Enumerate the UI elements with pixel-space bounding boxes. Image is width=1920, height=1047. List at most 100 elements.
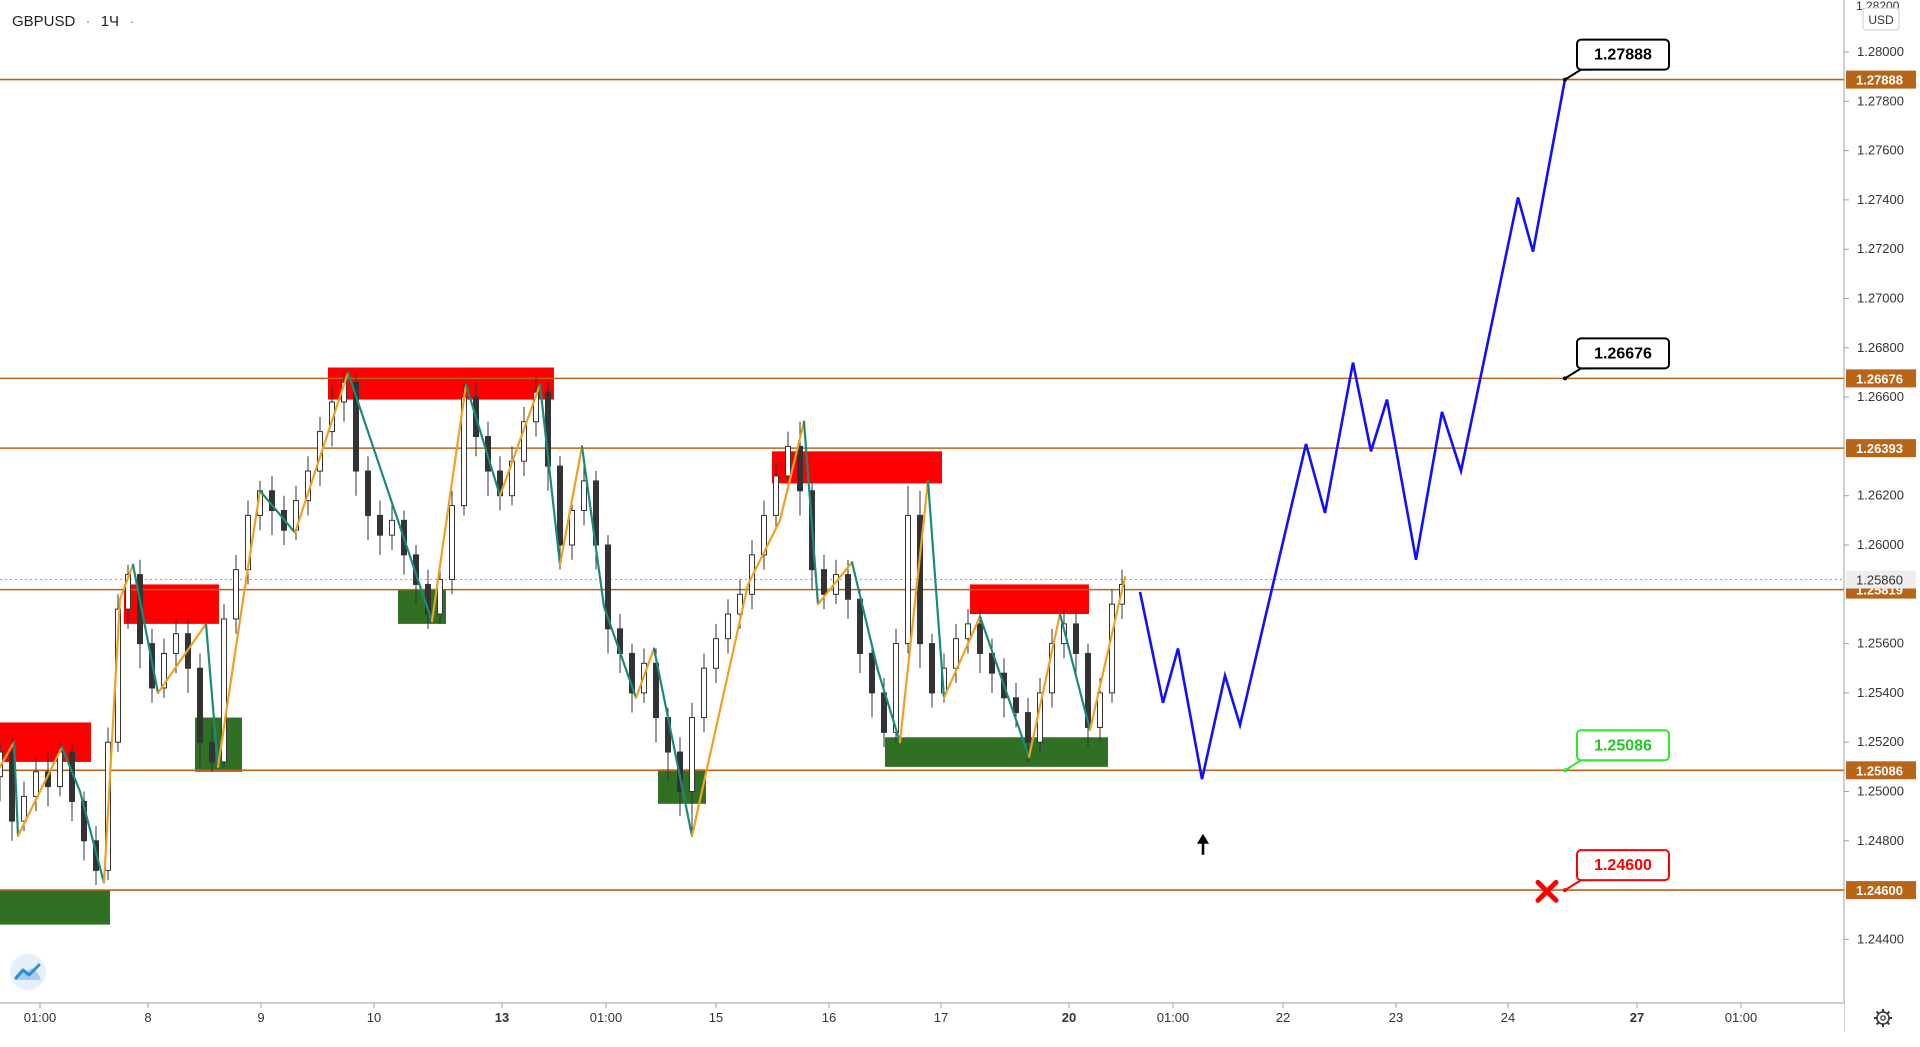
svg-text:1.26393: 1.26393 — [1856, 441, 1903, 456]
time-tick-label: 8 — [144, 1010, 151, 1025]
callout-target_2[interactable]: 1.27888 — [1563, 38, 1670, 82]
price-tick-label: 1.27400 — [1857, 192, 1904, 207]
candle — [557, 456, 563, 570]
candle — [869, 643, 875, 718]
zigzag-leg — [204, 622, 220, 768]
price-tick-label: 1.28000 — [1857, 44, 1904, 59]
zigzag-leg — [538, 383, 562, 566]
price-tick-label: 1.25600 — [1857, 636, 1904, 651]
candle — [845, 559, 851, 619]
zigzag-leg — [602, 605, 638, 699]
price-axis-ticks: 1.28000 1.27800 1.27600 1.27400 1.27200 1.270… — [1844, 44, 1904, 946]
callouts-layer: 1.27888 1.26676 1.25086 1.24600 — [1563, 38, 1670, 893]
price-tick-label: 1.24400 — [1857, 931, 1904, 946]
svg-text:1.27888: 1.27888 — [1856, 73, 1903, 88]
zigzag-leg — [60, 746, 82, 793]
price-axis-panel[interactable] — [1844, 0, 1920, 1032]
zigzag-leg — [498, 383, 542, 497]
level-tag-1.27888[interactable]: 1.27888 — [1846, 70, 1916, 89]
symbol-name: GBPUSD — [12, 13, 76, 30]
forecast-path[interactable] — [1138, 78, 1567, 780]
time-tick-label: 23 — [1389, 1010, 1403, 1025]
zigzag-leg — [1027, 612, 1062, 759]
level-tag-1.26393[interactable]: 1.26393 — [1846, 439, 1916, 458]
zigzag-leg — [580, 445, 606, 608]
legend-separator: · — [86, 13, 91, 30]
candle — [581, 461, 587, 526]
time-tick-label: 27 — [1630, 1010, 1644, 1025]
candle — [521, 406, 527, 476]
time-tick-label: 15 — [709, 1010, 723, 1025]
zigzag-layer — [0, 371, 1127, 884]
time-tick-label: 13 — [495, 1010, 509, 1025]
zigzag-leg — [850, 561, 880, 672]
candle — [9, 737, 15, 841]
zigzag-leg — [926, 479, 946, 699]
time-tick-label: 01:00 — [590, 1010, 623, 1025]
callout-entry[interactable]: 1.25086 — [1563, 729, 1670, 773]
candle — [1049, 628, 1055, 708]
zones-layer — [0, 367, 1108, 925]
candle — [377, 500, 383, 555]
candle — [1085, 643, 1091, 748]
price-tick-label: 1.24800 — [1857, 833, 1904, 848]
level-tag-1.24600[interactable]: 1.24600 — [1846, 881, 1916, 900]
demand-zone-1[interactable] — [0, 890, 110, 925]
supply-zone-3[interactable] — [328, 367, 554, 400]
candle — [33, 756, 39, 812]
time-tick-label: 24 — [1501, 1010, 1515, 1025]
demand-zone-5[interactable] — [885, 737, 1108, 767]
callout-target_1[interactable]: 1.26676 — [1563, 337, 1670, 381]
zigzag-leg — [876, 669, 902, 744]
zigzag-leg — [1088, 575, 1127, 731]
zigzag-leg — [216, 585, 247, 768]
time-tick-label: 17 — [934, 1010, 948, 1025]
candle — [725, 599, 731, 654]
zigzag-leg — [346, 371, 434, 623]
legend-dot: · — [129, 13, 134, 30]
callout-stop[interactable]: 1.24600 — [1563, 849, 1670, 893]
candle — [197, 653, 203, 767]
candle — [221, 604, 227, 767]
price-tick-label: 1.25200 — [1857, 734, 1904, 749]
level-tag-1.25086[interactable]: 1.25086 — [1846, 761, 1916, 780]
candle — [569, 495, 575, 560]
candle — [785, 431, 791, 491]
candle — [629, 643, 635, 713]
zigzag-leg — [293, 371, 350, 534]
zigzag-leg — [243, 489, 262, 589]
timeframe-label: 1Ч — [101, 13, 119, 30]
callout-label-entry: 1.25086 — [1594, 737, 1652, 754]
zigzag-leg — [464, 383, 502, 497]
tradingview-logo-icon[interactable] — [10, 954, 46, 990]
price-tick-label: 1.26000 — [1857, 537, 1904, 552]
zigzag-leg — [802, 420, 820, 606]
price-tick-label: 1.27000 — [1857, 291, 1904, 306]
zigzag-leg — [12, 741, 20, 837]
candle — [533, 377, 539, 437]
candle — [389, 505, 395, 550]
price-axis-level-tags: 1.278881.266761.263931.258191.250861.246… — [1846, 70, 1916, 900]
zigzag-leg — [558, 445, 584, 566]
zigzag-leg — [102, 598, 122, 884]
zigzag-leg — [652, 647, 694, 837]
time-tick-label: 10 — [367, 1010, 381, 1025]
svg-text:1.25860: 1.25860 — [1856, 573, 1903, 588]
price-tick-label: 1.26600 — [1857, 389, 1904, 404]
gear-icon[interactable] — [1874, 1009, 1892, 1027]
candle — [605, 535, 611, 654]
symbol-legend[interactable]: GBPUSD · 1Ч · — [12, 13, 134, 30]
time-axis-panel[interactable] — [0, 1003, 1844, 1042]
price-tick-label: 1.26200 — [1857, 488, 1904, 503]
time-tick-label: 16 — [822, 1010, 836, 1025]
zigzag-leg — [816, 561, 854, 606]
price-tick-label: 1.27600 — [1857, 143, 1904, 158]
level-tag-1.26676[interactable]: 1.26676 — [1846, 369, 1916, 388]
zigzag-leg — [430, 383, 468, 623]
svg-text:1.26676: 1.26676 — [1856, 371, 1903, 386]
currency-button[interactable]: USD — [1862, 7, 1900, 31]
callout-label-stop: 1.24600 — [1594, 857, 1652, 874]
zigzag-leg — [690, 583, 750, 837]
candle — [437, 564, 443, 624]
